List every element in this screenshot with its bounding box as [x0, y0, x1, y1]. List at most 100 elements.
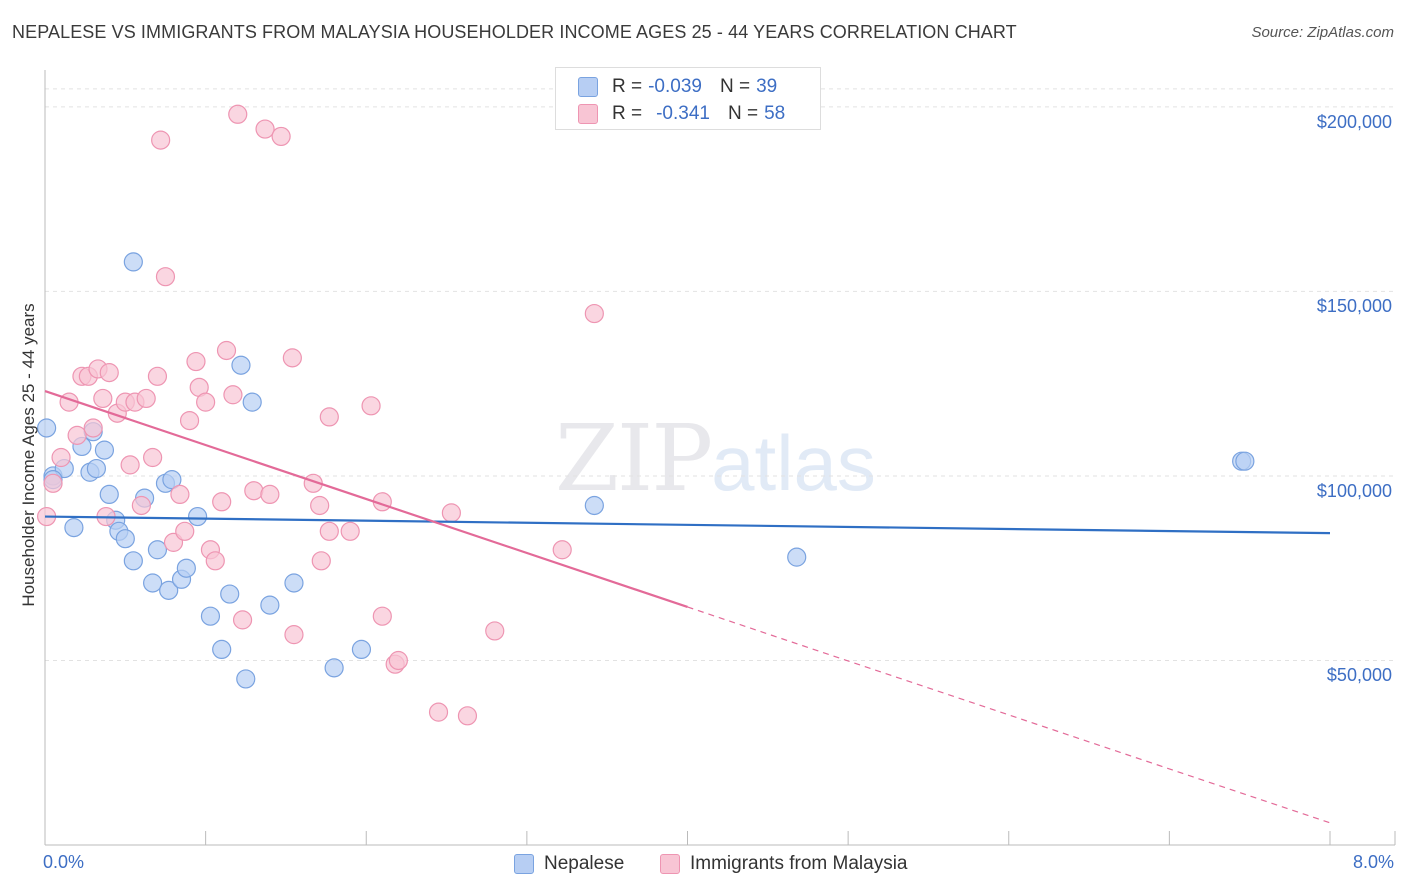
- malaysia-point: [83, 418, 103, 438]
- nepalese-point: [200, 606, 221, 626]
- nepalese-point: [123, 551, 143, 571]
- nepalese-point: [187, 506, 208, 527]
- watermark-atlas: atlas: [711, 419, 876, 507]
- series-legend-malaysia[interactable]: Immigrants from Malaysia: [660, 850, 908, 878]
- malaysia-point: [143, 447, 163, 468]
- malaysia-point: [179, 410, 200, 431]
- malaysia-point: [372, 606, 392, 626]
- nepalese-point: [242, 392, 262, 412]
- legend-r-value: -0.341: [656, 103, 710, 124]
- malaysia-point: [99, 363, 119, 383]
- series-swatch-nepalese: [514, 854, 534, 874]
- nepalese-point: [86, 458, 107, 479]
- malaysia-point: [319, 521, 339, 541]
- correlation-legend: R = -0.039 N = 39 R = -0.341 N = 58: [555, 67, 821, 130]
- y-axis-title: Householder Income Ages 25 - 44 years: [19, 303, 38, 607]
- legend-row-nepalese: R = -0.039 N = 39: [578, 75, 777, 99]
- malaysia-point: [388, 650, 408, 671]
- malaysia-point: [155, 267, 176, 287]
- malaysia-point: [310, 495, 330, 516]
- malaysia-trend-extension: [687, 606, 1331, 824]
- legend-r-label: R =: [612, 103, 643, 124]
- y-tick-label: $150,000: [1316, 296, 1392, 317]
- watermark-zip: ZIP: [555, 405, 713, 512]
- legend-r-value: -0.039: [648, 76, 702, 97]
- nepalese-point: [159, 580, 179, 600]
- legend-n-label: N =: [727, 103, 759, 124]
- watermark: ZIPatlas: [555, 405, 876, 512]
- malaysia-point: [584, 303, 604, 324]
- malaysia-point: [552, 540, 572, 560]
- nepalese-point: [231, 355, 251, 375]
- malaysia-point: [244, 481, 264, 501]
- nepalese-point: [37, 418, 57, 438]
- malaysia-point: [151, 130, 171, 150]
- y-tick-label: $200,000: [1316, 111, 1392, 132]
- malaysia-point: [284, 625, 304, 645]
- nepalese-point: [94, 440, 115, 460]
- series-name-malaysia: Immigrants from Malaysia: [690, 853, 908, 874]
- legend-n-value: 39: [756, 76, 778, 97]
- nepalese-point: [212, 639, 232, 660]
- series-name-nepalese: Nepalese: [544, 853, 625, 874]
- malaysia-point: [361, 396, 381, 416]
- chart-title: NEPALESE VS IMMIGRANTS FROM MALAYSIA HOU…: [12, 22, 1017, 42]
- malaysia-trend-line: [44, 390, 688, 609]
- malaysia-point: [120, 455, 140, 475]
- malaysia-point: [43, 473, 63, 493]
- nepalese-point: [284, 573, 304, 593]
- x-tick-label-min: 0.0%: [43, 852, 85, 872]
- malaysia-point: [186, 351, 206, 372]
- series-swatch-malaysia: [660, 854, 680, 874]
- nepalese-point: [236, 669, 256, 689]
- legend-row-malaysia: R = -0.341 N = 58: [578, 102, 785, 126]
- series-legend: Nepalese Immigrants from Malaysia: [0, 850, 1406, 880]
- y-tick-label: $100,000: [1316, 480, 1392, 501]
- legend-n-label: N =: [719, 76, 751, 97]
- nepalese-point: [147, 540, 168, 560]
- malaysia-point: [196, 392, 216, 412]
- malaysia-point: [311, 551, 331, 571]
- nepalese-point: [99, 484, 119, 505]
- source-label: Source: ZipAtlas.com: [1251, 24, 1394, 41]
- malaysia-point: [282, 348, 302, 368]
- nepalese-point: [1235, 451, 1255, 471]
- malaysia-point: [319, 407, 339, 427]
- legend-swatch-malaysia: [578, 104, 598, 124]
- nepalese-point: [162, 470, 182, 490]
- malaysia-point: [340, 521, 360, 541]
- legend-swatch-nepalese: [578, 77, 598, 97]
- nepalese-point: [143, 573, 163, 593]
- malaysia-point: [428, 702, 449, 722]
- legend-r-label: R =: [612, 76, 643, 97]
- series-legend-nepalese[interactable]: Nepalese: [514, 850, 624, 878]
- nepalese-point: [123, 252, 143, 272]
- nepalese-point: [324, 658, 344, 678]
- malaysia-point: [205, 551, 225, 571]
- x-tick-label-max: 8.0%: [1352, 852, 1394, 872]
- nepalese-trend-line: [44, 515, 1331, 535]
- legend-n-value: 58: [764, 103, 786, 124]
- nepalese-point: [351, 639, 372, 660]
- nepalese-point: [260, 595, 280, 615]
- malaysia-point: [170, 484, 190, 505]
- nepalese-point: [64, 518, 84, 538]
- malaysia-point: [457, 706, 478, 726]
- nepalese-point: [787, 547, 807, 567]
- malaysia-point: [223, 385, 243, 405]
- malaysia-point: [147, 366, 168, 386]
- malaysia-point: [232, 610, 253, 630]
- malaysia-point: [485, 621, 505, 641]
- malaysia-point: [175, 521, 195, 541]
- malaysia-point: [260, 484, 280, 505]
- malaysia-point: [271, 126, 291, 147]
- malaysia-point: [441, 503, 461, 523]
- nepalese-point: [220, 584, 240, 604]
- y-tick-label: $50,000: [1326, 665, 1392, 686]
- nepalese-point: [115, 529, 135, 549]
- malaysia-point: [212, 492, 232, 512]
- malaysia-point: [67, 425, 87, 445]
- malaysia-point: [255, 119, 275, 139]
- malaysia-point: [228, 104, 248, 124]
